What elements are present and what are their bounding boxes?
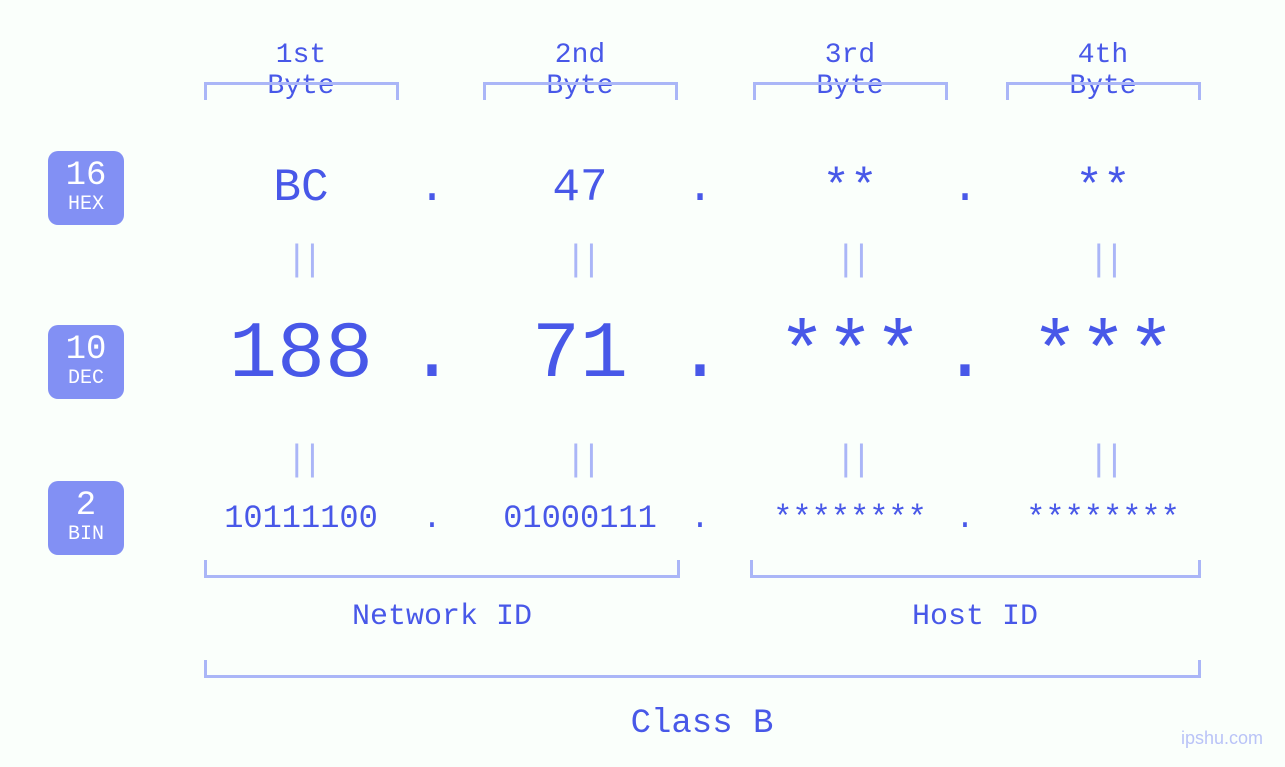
badge-bin-num: 2 — [48, 489, 124, 523]
top-bracket-2 — [483, 82, 678, 100]
badge-dec-label: DEC — [48, 369, 124, 389]
dec-byte-1: 188 — [191, 310, 411, 401]
label-host-id: Host ID — [875, 600, 1075, 634]
eq-1-3: || — [835, 240, 865, 281]
dec-byte-4: *** — [993, 310, 1213, 401]
badge-bin: 2 BIN — [48, 481, 124, 555]
ip-diagram: 1st Byte 2nd Byte 3rd Byte 4th Byte 16 H… — [0, 0, 1285, 767]
top-bracket-1 — [204, 82, 399, 100]
badge-bin-label: BIN — [48, 525, 124, 545]
bin-byte-1: 10111100 — [181, 500, 421, 537]
eq-2-3: || — [835, 440, 865, 481]
top-bracket-4 — [1006, 82, 1201, 100]
hex-dot-2: . — [685, 162, 715, 214]
badge-dec: 10 DEC — [48, 325, 124, 399]
top-bracket-3 — [753, 82, 948, 100]
bin-dot-2: . — [690, 500, 710, 537]
bin-dot-3: . — [955, 500, 975, 537]
hex-byte-2: 47 — [480, 162, 680, 214]
bin-byte-4: ******** — [983, 500, 1223, 537]
dec-dot-2: . — [675, 310, 725, 401]
bracket-network — [204, 560, 680, 578]
hex-dot-1: . — [417, 162, 447, 214]
bracket-host — [750, 560, 1201, 578]
label-class: Class B — [602, 705, 802, 743]
eq-1-4: || — [1088, 240, 1118, 281]
eq-2-1: || — [286, 440, 316, 481]
hex-byte-3: ** — [750, 162, 950, 214]
bin-byte-2: 01000111 — [460, 500, 700, 537]
eq-1-2: || — [565, 240, 595, 281]
hex-dot-3: . — [950, 162, 980, 214]
watermark: ipshu.com — [1181, 728, 1263, 749]
bin-byte-3: ******** — [730, 500, 970, 537]
hex-byte-4: ** — [1003, 162, 1203, 214]
badge-dec-num: 10 — [48, 333, 124, 367]
dec-dot-1: . — [407, 310, 457, 401]
eq-1-1: || — [286, 240, 316, 281]
badge-hex: 16 HEX — [48, 151, 124, 225]
dec-byte-2: 71 — [470, 310, 690, 401]
badge-hex-label: HEX — [48, 195, 124, 215]
badge-hex-num: 16 — [48, 159, 124, 193]
label-network-id: Network ID — [342, 600, 542, 634]
dec-byte-3: *** — [740, 310, 960, 401]
bin-dot-1: . — [422, 500, 442, 537]
bracket-class — [204, 660, 1201, 678]
dec-dot-3: . — [940, 310, 990, 401]
eq-2-2: || — [565, 440, 595, 481]
eq-2-4: || — [1088, 440, 1118, 481]
hex-byte-1: BC — [201, 162, 401, 214]
